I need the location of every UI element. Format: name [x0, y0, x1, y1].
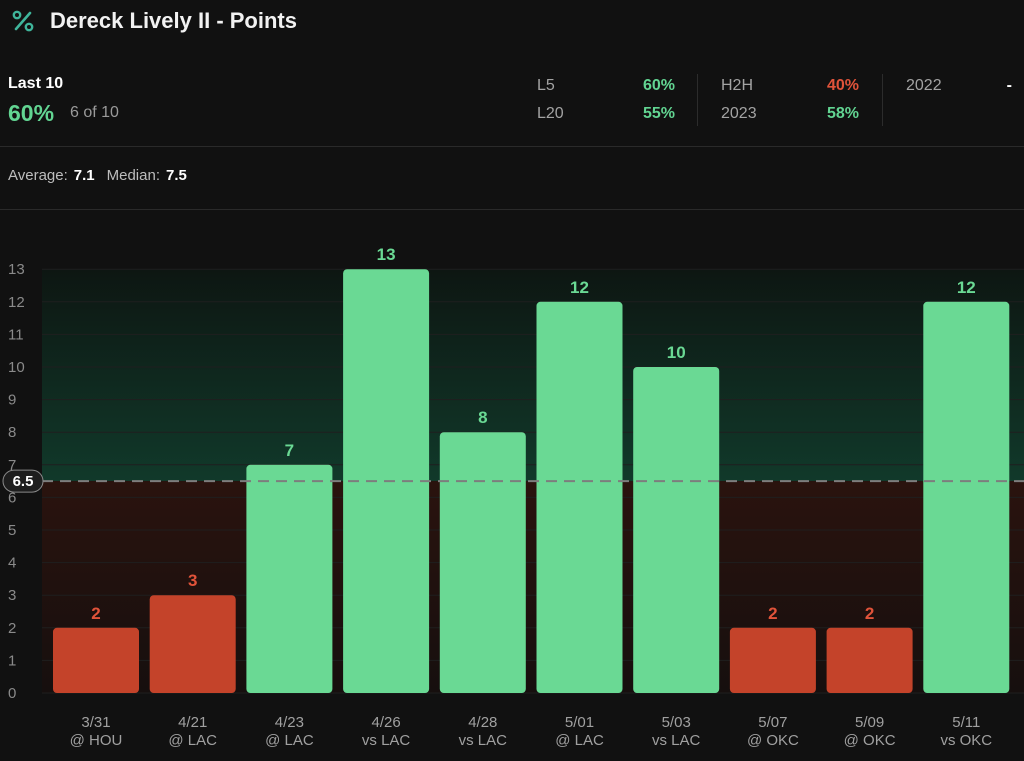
x-label-date: 5/01: [565, 714, 594, 731]
bar-value-label: 12: [957, 278, 976, 297]
x-label-date: 5/11: [952, 714, 980, 731]
median-label: Median:: [106, 167, 160, 184]
bar[interactable]: [149, 595, 236, 693]
median-value: 7.5: [166, 167, 187, 184]
y-tick-label: 10: [8, 359, 25, 376]
bar[interactable]: [729, 627, 816, 693]
y-tick-label: 12: [8, 294, 25, 311]
bar[interactable]: [826, 627, 913, 693]
average-label: Average:: [8, 167, 68, 184]
section-divider: [0, 146, 1024, 147]
bar-value-label: 12: [570, 278, 589, 297]
bar[interactable]: [923, 301, 1010, 693]
x-label-date: 5/09: [855, 714, 884, 731]
stat-label-l5: L5: [537, 77, 555, 94]
bar-value-label: 2: [768, 604, 777, 623]
stat-value-h2h: 40%: [826, 77, 859, 94]
x-label-opponent: vs OKC: [940, 732, 992, 749]
threshold-label: 6.5: [13, 473, 34, 490]
bar[interactable]: [439, 432, 526, 693]
stats-divider: [882, 74, 883, 126]
x-label-opponent: @ LAC: [168, 732, 217, 749]
bar[interactable]: [246, 464, 333, 693]
x-label-opponent: vs LAC: [362, 732, 411, 749]
stat-label-2022: 2022: [906, 77, 942, 94]
y-tick-label: 13: [8, 261, 25, 278]
hit-rate-percent: 60%: [8, 100, 55, 126]
bar-value-label: 8: [478, 408, 487, 427]
x-label-date: 4/28: [468, 714, 497, 731]
x-label-opponent: @ OKC: [844, 732, 896, 749]
hit-rate-count: 6 of 10: [70, 104, 119, 121]
stat-label-h2h: H2H: [721, 77, 754, 94]
y-tick-label: 4: [8, 555, 16, 572]
x-label-date: 5/03: [662, 714, 691, 731]
y-tick-label: 11: [8, 326, 24, 343]
stats-divider: [697, 74, 698, 126]
y-tick-label: 7: [8, 457, 16, 474]
stat-label-l20: L20: [537, 105, 564, 122]
y-tick-label: 6: [8, 489, 16, 506]
x-label-opponent: @ LAC: [265, 732, 314, 749]
bar[interactable]: [536, 301, 623, 693]
averages-row: Average: 7.1 Median: 7.5: [8, 167, 199, 184]
header: Dereck Lively II - Points: [10, 8, 297, 34]
bar-value-label: 10: [667, 343, 686, 362]
bar-value-label: 13: [377, 245, 396, 264]
bar-value-label: 2: [865, 604, 874, 623]
y-tick-label: 3: [8, 587, 16, 604]
y-tick-label: 5: [8, 522, 16, 539]
threshold-badge[interactable]: [2, 469, 44, 493]
x-label-date: 4/23: [275, 714, 304, 731]
bar-value-label: 7: [285, 441, 294, 460]
last10-label: Last 10: [8, 75, 64, 92]
x-label-date: 4/21: [178, 714, 207, 731]
over-zone: [42, 269, 1024, 482]
x-label-date: 3/31: [81, 714, 110, 731]
stat-value-l5: 60%: [642, 77, 675, 94]
section-divider: [0, 209, 1024, 210]
stat-label-2023: 2023: [721, 105, 757, 122]
x-label-opponent: vs LAC: [459, 732, 508, 749]
bar[interactable]: [633, 367, 720, 693]
x-label-opponent: @ HOU: [70, 732, 123, 749]
y-tick-label: 1: [8, 652, 16, 669]
average-value: 7.1: [73, 167, 95, 184]
percent-icon: [10, 8, 36, 34]
y-tick-label: 8: [8, 424, 16, 441]
stat-value-l20: 55%: [642, 105, 675, 122]
x-label-date: 4/26: [371, 714, 400, 731]
bar-value-label: 3: [188, 571, 197, 590]
x-label-opponent: vs LAC: [652, 732, 701, 749]
y-tick-label: 2: [8, 620, 16, 637]
x-label-date: 5/07: [758, 714, 787, 731]
stat-value-2023: 58%: [826, 105, 859, 122]
x-label-opponent: @ OKC: [747, 732, 799, 749]
bar-value-label: 2: [91, 604, 100, 623]
page-title: Dereck Lively II - Points: [50, 8, 297, 33]
stat-value-2022: -: [1006, 77, 1012, 94]
x-label-opponent: @ LAC: [555, 732, 604, 749]
y-tick-label: 9: [8, 392, 16, 409]
bar[interactable]: [53, 627, 139, 693]
y-tick-label: 0: [8, 685, 16, 702]
